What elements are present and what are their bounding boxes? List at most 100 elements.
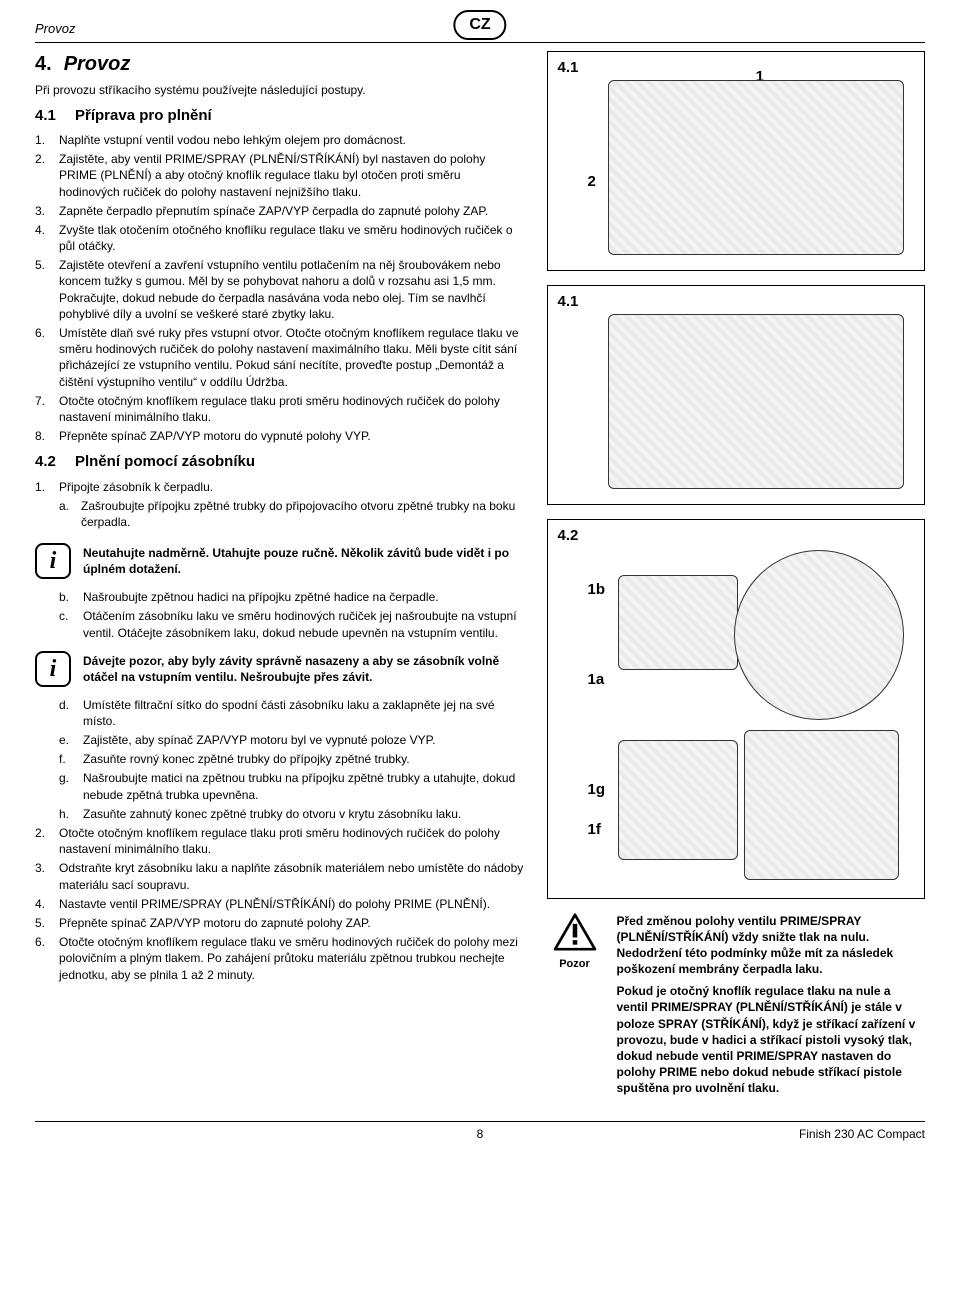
info-icon: i — [35, 543, 71, 579]
list-item: 3.Zapněte čerpadlo přepnutím spínače ZAP… — [35, 203, 525, 219]
list-item: h.Zasuňte zahnutý konec zpětné trubky do… — [59, 806, 525, 822]
item-num: h. — [59, 806, 83, 822]
item-num: 4. — [35, 222, 59, 254]
list-item: 4.Zvyšte tlak otočením otočného knoflíku… — [35, 222, 525, 254]
product-name: Finish 230 AC Compact — [799, 1126, 925, 1142]
subsection-41-text: Příprava pro plnění — [75, 107, 212, 124]
callout-1f: 1f — [588, 820, 601, 840]
item-text: Odstraňte kryt zásobníku laku a naplňte … — [59, 860, 525, 892]
left-column: 4. Provoz Při provozu stříkacího systému … — [35, 51, 525, 1103]
subsection-41-num: 4.1 — [35, 106, 75, 126]
list-item: a.Zašroubujte přípojku zpětné trubky do … — [59, 498, 525, 530]
section-4-text: Provoz — [64, 53, 131, 75]
list-item: 5.Přepněte spínač ZAP/VYP motoru do zapn… — [35, 915, 525, 931]
item-text: Zašroubujte přípojku zpětné trubky do př… — [81, 498, 525, 530]
steps-42-rest: 2.Otočte otočným knoflíkem regulace tlak… — [35, 825, 525, 983]
list-item: 4.Nastavte ventil PRIME/SPRAY (PLNĚNÍ/ST… — [35, 896, 525, 912]
diagram-art-bottom-right — [744, 730, 899, 880]
item-num: f. — [59, 751, 83, 767]
item-num: a. — [59, 498, 81, 530]
list-item: 2.Otočte otočným knoflíkem regulace tlak… — [35, 825, 525, 857]
item-text: Zasuňte rovný konec zpětné trubky do pří… — [83, 751, 525, 767]
list-item: g.Našroubujte matici na zpětnou trubku n… — [59, 770, 525, 802]
item-text: Našroubujte matici na zpětnou trubku na … — [83, 770, 525, 802]
item-text: Našroubujte zpětnou hadici na přípojku z… — [83, 589, 525, 605]
item-num: 2. — [35, 825, 59, 857]
callout-1a: 1a — [588, 670, 605, 690]
item-num: 7. — [35, 393, 59, 425]
diagram-art-container — [734, 550, 904, 720]
item-num: 8. — [35, 428, 59, 444]
list-item: 3.Odstraňte kryt zásobníku laku a naplňt… — [35, 860, 525, 892]
list-item: 8.Přepněte spínač ZAP/VYP motoru do vypn… — [35, 428, 525, 444]
warning-box: Pozor Před změnou polohy ventilu PRIME/S… — [547, 913, 926, 1103]
item-body: Připojte zásobník k čerpadlu. a.Zašroubu… — [59, 479, 525, 534]
steps-42-sub-dh: d.Umístěte filtrační sítko do spodní čás… — [35, 697, 525, 822]
warning-p2: Pokud je otočný knoflík regulace tlaku n… — [617, 983, 926, 1096]
steps-41-list: 1.Naplňte vstupní ventil vodou nebo lehk… — [35, 132, 525, 444]
item-text: Otočte otočným knoflíkem regulace tlaku … — [59, 825, 525, 857]
diagram-art — [608, 314, 905, 489]
item-text: Otáčením zásobníku laku ve směru hodinov… — [83, 608, 525, 640]
item-num: 2. — [35, 151, 59, 200]
warning-label: Pozor — [547, 957, 603, 972]
info-box-2: i Dávejte pozor, aby byly závity správně… — [35, 651, 525, 687]
page-number: 8 — [477, 1126, 484, 1142]
callout-1b: 1b — [588, 580, 606, 600]
info-icon: i — [35, 651, 71, 687]
list-item: 5.Zajistěte otevření a zavření vstupního… — [35, 257, 525, 322]
subsection-42-text: Plnění pomocí zásobníku — [75, 453, 255, 470]
item-num: c. — [59, 608, 83, 640]
warning-icon: Pozor — [547, 913, 603, 972]
item-text: Umístěte filtrační sítko do spodní části… — [83, 697, 525, 729]
item-num: 5. — [35, 257, 59, 322]
page-footer: 8 Finish 230 AC Compact — [35, 1121, 925, 1142]
item-text: Nastavte ventil PRIME/SPRAY (PLNĚNÍ/STŘÍ… — [59, 896, 525, 912]
section-4-intro: Při provozu stříkacího systému používejt… — [35, 82, 525, 98]
figure-label: 4.2 — [558, 526, 579, 546]
item-num: 3. — [35, 860, 59, 892]
item-text: Otočte otočným knoflíkem regulace tlaku … — [59, 934, 525, 983]
item-num: 1. — [35, 132, 59, 148]
subsection-41-title: 4.1Příprava pro plnění — [35, 106, 525, 126]
figure-41a: 4.1 1 2 — [547, 51, 926, 271]
item-text: Otočte otočným knoflíkem regulace tlaku … — [59, 393, 525, 425]
list-item: 6.Otočte otočným knoflíkem regulace tlak… — [35, 934, 525, 983]
item-num: 6. — [35, 325, 59, 390]
warning-p1: Před změnou polohy ventilu PRIME/SPRAY (… — [617, 913, 926, 978]
item-num: g. — [59, 770, 83, 802]
item-text: Umístěte dlaň své ruky přes vstupní otvo… — [59, 325, 525, 390]
figure-label: 4.1 — [558, 58, 579, 78]
section-4-num: 4. — [35, 53, 52, 75]
diagram-art-bottom-left — [618, 740, 738, 860]
item-num: 4. — [35, 896, 59, 912]
figure-label: 4.1 — [558, 292, 579, 312]
item-num: d. — [59, 697, 83, 729]
callout-1g: 1g — [588, 780, 606, 800]
diagram-art — [608, 80, 905, 255]
list-item: b.Našroubujte zpětnou hadici na přípojku… — [59, 589, 525, 605]
warning-text: Před změnou polohy ventilu PRIME/SPRAY (… — [617, 913, 926, 1103]
item-num: 6. — [35, 934, 59, 983]
item-text: Přepněte spínač ZAP/VYP motoru do zapnut… — [59, 915, 525, 931]
list-item: d.Umístěte filtrační sítko do spodní čás… — [59, 697, 525, 729]
diagram-art-top-left — [618, 575, 738, 670]
item-num: 3. — [35, 203, 59, 219]
item-text: Zapněte čerpadlo přepnutím spínače ZAP/V… — [59, 203, 525, 219]
item-text: Připojte zásobník k čerpadlu. — [59, 480, 213, 494]
item-num: b. — [59, 589, 83, 605]
steps-42-list: 1. Připojte zásobník k čerpadlu. a.Zašro… — [35, 479, 525, 534]
item-num: 5. — [35, 915, 59, 931]
list-item: e.Zajistěte, aby spínač ZAP/VYP motoru b… — [59, 732, 525, 748]
list-item: f.Zasuňte rovný konec zpětné trubky do p… — [59, 751, 525, 767]
item-text: Naplňte vstupní ventil vodou nebo lehkým… — [59, 132, 525, 148]
list-item: 1. Připojte zásobník k čerpadlu. a.Zašro… — [35, 479, 525, 534]
language-badge: CZ — [453, 10, 506, 40]
sub-list: a.Zašroubujte přípojku zpětné trubky do … — [59, 498, 525, 530]
item-num: e. — [59, 732, 83, 748]
item-text: Zajistěte, aby ventil PRIME/SPRAY (PLNĚN… — [59, 151, 525, 200]
list-item: 1.Naplňte vstupní ventil vodou nebo lehk… — [35, 132, 525, 148]
item-text: Zajistěte otevření a zavření vstupního v… — [59, 257, 525, 322]
subsection-42-num: 4.2 — [35, 452, 75, 472]
info-box-1: i Neutahujte nadměrně. Utahujte pouze ru… — [35, 543, 525, 579]
